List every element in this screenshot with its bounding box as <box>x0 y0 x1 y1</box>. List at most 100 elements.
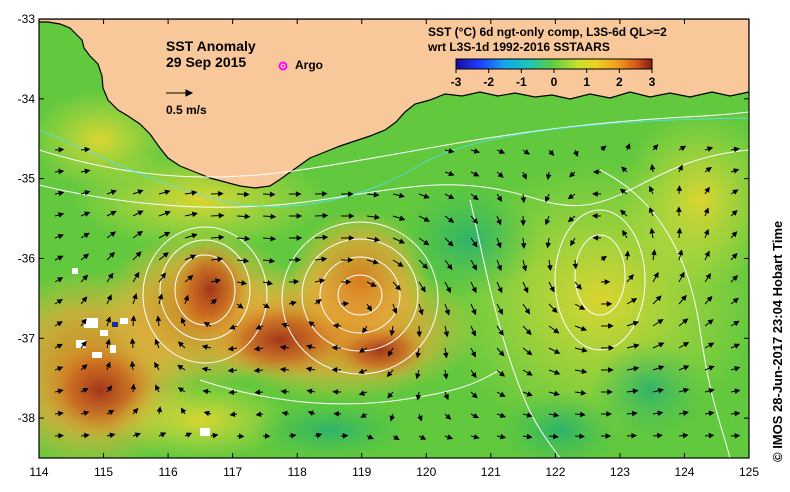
velocity-vector-head <box>472 413 479 419</box>
velocity-vector-head <box>604 279 611 285</box>
velocity-vector-head <box>682 318 689 325</box>
velocity-vector-head <box>135 251 142 258</box>
velocity-vector-head <box>217 256 224 263</box>
velocity-vector-head <box>177 341 184 348</box>
velocity-vector-head <box>107 272 114 280</box>
velocity-vector-head <box>332 322 339 329</box>
velocity-vector-head <box>734 432 741 439</box>
velocity-vector-head <box>58 212 65 218</box>
velocity-vector-head <box>656 432 663 439</box>
velocity-vector-head <box>136 230 144 237</box>
velocity-vector-head <box>227 345 234 352</box>
velocity-vector-head <box>308 321 315 327</box>
velocity-vector-head <box>442 352 449 359</box>
velocity-vector-head <box>496 219 502 226</box>
velocity-vector-head <box>348 213 355 219</box>
velocity-vector-head <box>545 196 551 203</box>
velocity-vector-head <box>203 322 210 328</box>
velocity-vector-head <box>443 393 449 401</box>
velocity-vector-head <box>238 433 245 439</box>
velocity-vector-head <box>625 143 631 150</box>
latitude-axis: -33-34-35-36-37-38 <box>18 12 749 425</box>
velocity-vector-head <box>706 146 714 152</box>
velocity-vector-head <box>253 345 260 352</box>
velocity-vector-head <box>422 263 429 270</box>
velocity-vector-head <box>254 389 261 396</box>
velocity-vector-head <box>290 300 297 307</box>
velocity-vector-head <box>471 372 477 379</box>
velocity-vector-head <box>497 172 504 178</box>
velocity-vector-head <box>608 323 614 329</box>
velocity-vector-head <box>157 293 164 300</box>
velocity-vector-head <box>553 390 560 397</box>
velocity-vector-head <box>570 239 576 247</box>
velocity-vector-head <box>423 216 430 222</box>
argo-legend-marker <box>278 61 288 71</box>
velocity-vector-head <box>306 344 313 350</box>
velocity-vector-head <box>581 368 588 375</box>
velocity-vector-head <box>704 250 710 257</box>
velocity-vector-head <box>279 366 286 373</box>
velocity-vector-head <box>177 364 184 371</box>
velocity-vector-head <box>162 252 169 258</box>
velocity-vector-head <box>56 277 64 283</box>
velocity-vector-head <box>658 365 665 371</box>
velocity-vector-head <box>264 433 271 439</box>
longitude-axis: 114 115 116 117 118 119 120 121 122 123 124 125 <box>29 19 759 479</box>
velocity-vector-head <box>472 194 479 201</box>
velocity-vector-head <box>109 231 117 237</box>
velocity-vector-head <box>290 432 297 439</box>
velocity-vector-head <box>592 169 599 175</box>
velocity-vector-head <box>655 295 662 302</box>
velocity-vector-head <box>552 433 559 440</box>
velocity-vector-head <box>322 212 329 219</box>
velocity-vector-head <box>520 243 527 249</box>
velocity-vector-head <box>229 324 236 330</box>
velocity-vector-head <box>84 190 91 196</box>
velocity-vector-head <box>295 257 302 263</box>
lon-tick-label: 115 <box>94 465 113 479</box>
velocity-vector-head <box>279 344 286 351</box>
velocity-vector-head <box>393 434 400 441</box>
lon-tick-label: 125 <box>739 465 759 479</box>
velocity-vector-head <box>707 319 714 325</box>
velocity-vector-head <box>347 257 354 263</box>
velocity-vector-head <box>606 301 613 307</box>
velocity-vector-head <box>110 189 117 195</box>
velocity-vector-head <box>58 190 65 197</box>
velocity-vector-head <box>579 304 586 310</box>
velocity-vector-head <box>154 361 160 369</box>
velocity-vector-head <box>281 410 288 417</box>
velocity-vector-head <box>374 214 381 220</box>
velocity-vector-head <box>227 367 234 374</box>
velocity-vector-head <box>244 235 251 242</box>
velocity-vector-head <box>676 227 683 234</box>
velocity-vector-head <box>129 337 136 344</box>
velocity-vector-head <box>398 238 406 244</box>
velocity-vector-head <box>499 412 506 418</box>
velocity-vector-head <box>106 385 113 392</box>
velocity-vector-head <box>105 316 112 323</box>
velocity-vector-head <box>343 300 350 307</box>
velocity-vector-head <box>682 410 689 416</box>
velocity-vector-head <box>708 365 715 371</box>
velocity-vector-head <box>704 186 710 193</box>
velocity-vector-head <box>389 330 396 337</box>
velocity-vector-head <box>448 217 455 223</box>
velocity-vector-head <box>255 411 262 418</box>
velocity-vector-head <box>370 281 377 287</box>
velocity-vector-head <box>132 407 139 414</box>
velocity-vector-head <box>109 251 115 258</box>
velocity-vector-head <box>498 350 505 357</box>
velocity-vector-head <box>137 189 144 195</box>
velocity-vector-head <box>270 235 277 242</box>
velocity-vector-head <box>395 284 401 291</box>
velocity-vector-head <box>576 283 582 290</box>
velocity-vectors <box>54 143 741 441</box>
velocity-vector-head <box>332 389 338 395</box>
velocity-vector-head <box>316 432 323 439</box>
colorbar-tick-label: 2 <box>616 75 623 89</box>
colorbar: -3 -2 -1 0 1 2 3 <box>451 58 656 89</box>
velocity-vector-head <box>554 348 561 354</box>
